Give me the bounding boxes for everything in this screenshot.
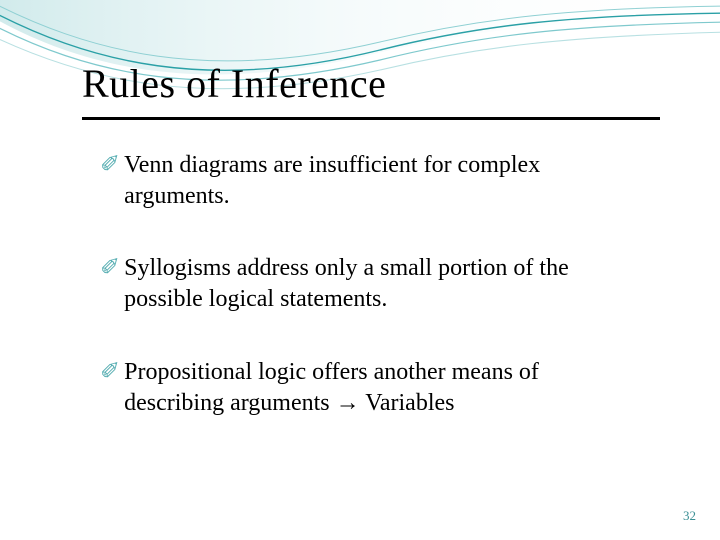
title-underline	[82, 117, 660, 120]
bullet-text: Propositional logic offers another means…	[124, 357, 640, 418]
bullet-text: Venn diagrams are insufficient for compl…	[124, 150, 640, 211]
bullet-item: ✐ Venn diagrams are insufficient for com…	[100, 150, 640, 211]
bullet-icon: ✐	[100, 253, 120, 284]
page-number: 32	[683, 508, 696, 524]
bullet-item: ✐ Syllogisms address only a small portio…	[100, 253, 640, 314]
bullet-icon: ✐	[100, 357, 120, 388]
bullet-text: Syllogisms address only a small portion …	[124, 253, 640, 314]
slide-body: ✐ Venn diagrams are insufficient for com…	[100, 150, 640, 460]
bullet-icon: ✐	[100, 150, 120, 181]
bullet-item: ✐ Propositional logic offers another mea…	[100, 357, 640, 418]
slide-title: Rules of Inference	[82, 60, 662, 115]
